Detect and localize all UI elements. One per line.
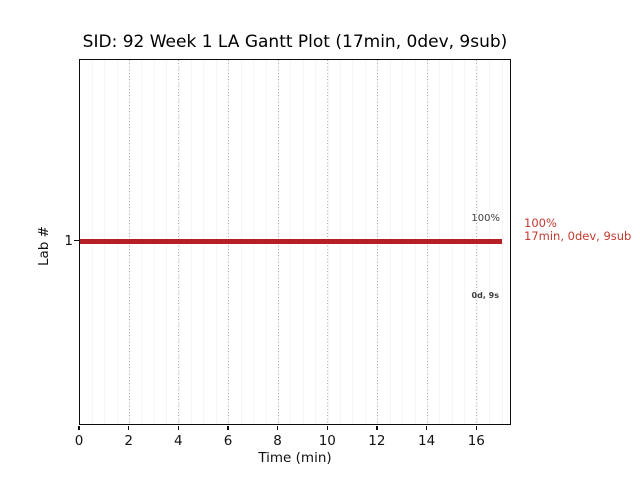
x-tick-mark-2 [128, 426, 130, 430]
y-tick-label: 1 [64, 233, 73, 249]
x-tick-label-12: 12 [368, 433, 386, 449]
x-tick-mark-12 [376, 426, 378, 430]
x-tick-label-6: 6 [223, 433, 233, 449]
x-tick-mark-14 [426, 426, 428, 430]
right-annotation: 100% 17min, 0dev, 9sub [524, 217, 631, 243]
x-tick-mark-10 [326, 426, 328, 430]
x-tick-label-14: 14 [418, 433, 436, 449]
plot-area: 100% 0d, 9s [79, 59, 511, 425]
x-tick-mark-0 [78, 426, 80, 430]
x-tick-label-16: 16 [467, 433, 485, 449]
x-tick-mark-4 [177, 426, 179, 430]
chart-title: SID: 92 Week 1 LA Gantt Plot (17min, 0de… [82, 32, 508, 52]
bar-detail-annotation: 0d, 9s [471, 291, 499, 300]
x-tick-mark-6 [227, 426, 229, 430]
x-tick-label-8: 8 [273, 433, 282, 449]
x-tick-label-4: 4 [174, 433, 183, 449]
right-annotation-line2: 17min, 0dev, 9sub [524, 228, 632, 243]
y-tick-mark [74, 240, 79, 242]
x-tick-mark-8 [277, 426, 279, 430]
x-tick-label-10: 10 [318, 433, 336, 449]
x-tick-label-2: 2 [124, 433, 133, 449]
gantt-bar [80, 239, 502, 244]
right-annotation-line1: 100% [524, 216, 557, 230]
x-axis-label: Time (min) [258, 450, 332, 466]
bar-percent-annotation: 100% [471, 213, 500, 224]
x-tick-mark-16 [475, 426, 477, 430]
x-tick-label-0: 0 [74, 433, 84, 449]
